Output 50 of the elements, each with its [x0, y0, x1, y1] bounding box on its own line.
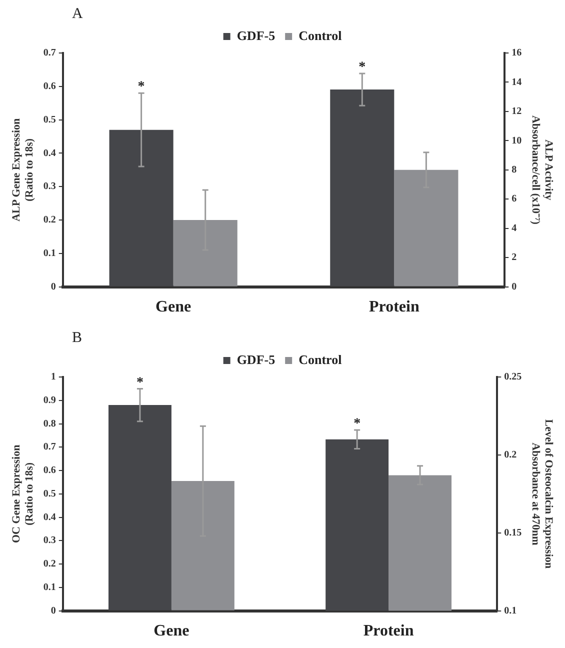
y-tick-label: 0.4 — [43, 148, 56, 159]
legend-label: Control — [298, 352, 342, 367]
y-tick-label: 0.7 — [43, 442, 56, 453]
legend-label: GDF-5 — [236, 352, 276, 367]
annotation: * — [354, 416, 361, 432]
y-tick-label: 0.2 — [43, 558, 56, 570]
legend-label: Control — [298, 28, 342, 43]
y2-tick-label: 6 — [512, 194, 517, 205]
y2-axis-title: Level of Osteocalcin Expression Absorbance at 470nm — [529, 419, 555, 569]
chart-title: A — [72, 6, 83, 22]
y-axis-title: OC Gene Expression (Ratio to 18s) — [10, 444, 36, 543]
annotation: * — [136, 375, 144, 390]
y2-tick-label: 12 — [512, 106, 522, 118]
y2-tick-label: 0.2 — [504, 450, 517, 461]
y2-tick-label: 4 — [512, 222, 517, 234]
y2-axis-title: ALP Activity Absorbance/cell (x10⁻⁷) — [529, 115, 555, 225]
y-tick-label: 0.6 — [43, 465, 56, 476]
y2-tick-label: 8 — [512, 164, 517, 176]
y-tick-label: 0.1 — [43, 248, 56, 259]
y-tick-label: 0 — [50, 281, 56, 292]
y-tick-label: 0.9 — [43, 394, 56, 406]
y-axis-title: ALP Gene Expression (Ratio to 18s) — [10, 118, 36, 222]
y2-tick-label: 0 — [512, 281, 517, 292]
x-tick-label: Protein — [368, 298, 420, 316]
y2-tick-label: 14 — [512, 76, 522, 88]
x-tick-label: Gene — [156, 298, 192, 316]
y-tick-label: 0.3 — [43, 181, 56, 192]
y-tick-label: 0.1 — [43, 582, 56, 593]
y-tick-label: 0.7 — [43, 48, 56, 59]
chart-title: B — [72, 330, 82, 346]
y2-tick-label: 16 — [512, 48, 522, 59]
y2-tick-label: 0.25 — [504, 372, 522, 383]
y2-tick-label: 0.15 — [504, 527, 522, 538]
annotation: * — [138, 80, 145, 95]
y-tick-label: 0.3 — [43, 535, 56, 546]
y-tick-label: 0.8 — [43, 418, 56, 430]
y-tick-label: 1 — [50, 372, 56, 383]
y-tick-label: 0 — [50, 605, 56, 616]
annotation: * — [358, 60, 366, 76]
legend-label: GDF-5 — [236, 28, 276, 43]
y-tick-label: 0.5 — [43, 488, 56, 500]
y-tick-label: 0.6 — [43, 80, 56, 92]
y-tick-label: 0.4 — [43, 512, 56, 523]
y-tick-label: 0.2 — [43, 214, 56, 226]
y2-tick-label: 2 — [512, 252, 517, 264]
x-tick-label: Gene — [154, 622, 190, 640]
y-tick-label: 0.5 — [43, 114, 56, 126]
x-tick-label: Protein — [363, 622, 414, 640]
y2-tick-label: 10 — [512, 135, 522, 146]
y2-tick-label: 0.1 — [504, 605, 517, 616]
